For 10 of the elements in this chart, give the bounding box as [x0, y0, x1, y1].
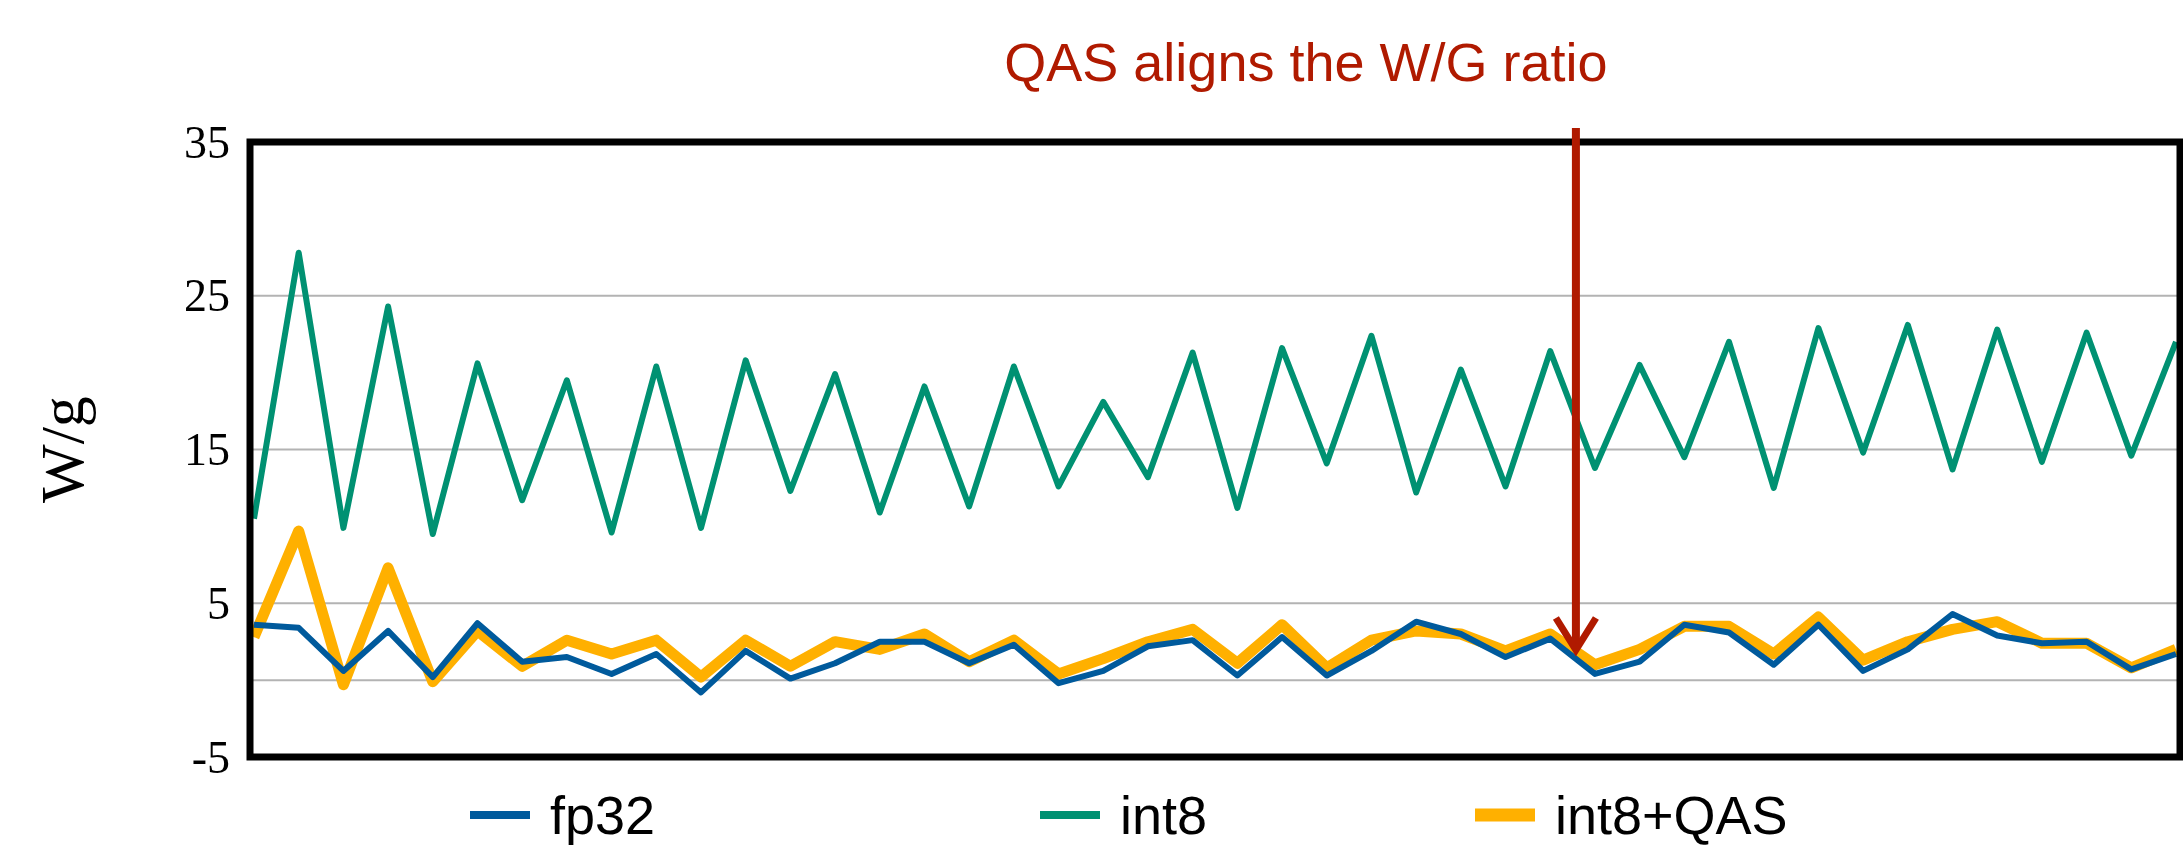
y-tick-label: 25 [184, 270, 230, 322]
text: QAS aligns the W/G ratio [1004, 32, 1608, 92]
y-tick-label: 5 [207, 577, 230, 629]
y-tick-label: 35 [184, 116, 230, 168]
y-axis-title: W/g [28, 396, 96, 503]
y-tick-label: -5 [191, 731, 230, 783]
legend-label: int8+QAS [1555, 785, 1788, 845]
legend-label: int8 [1120, 785, 1208, 845]
y-tick-label: 15 [184, 424, 230, 475]
legend-label: fp32 [550, 785, 656, 845]
